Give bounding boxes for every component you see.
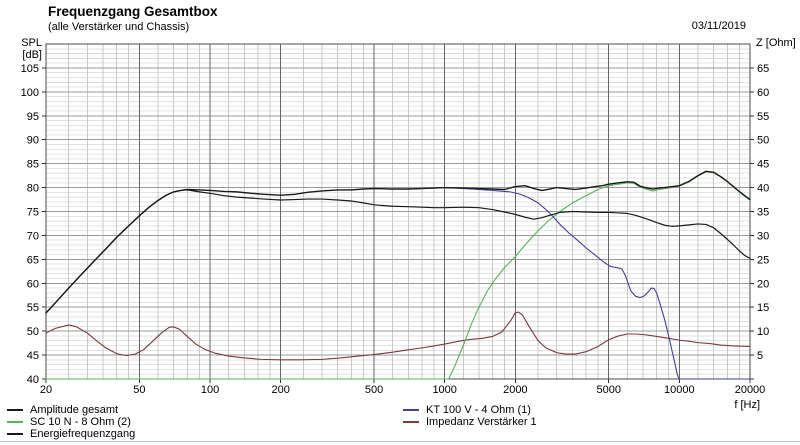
svg-text:5: 5 <box>757 350 763 362</box>
svg-text:20: 20 <box>757 278 769 290</box>
svg-text:40: 40 <box>27 374 39 386</box>
curve-amplitude-gesamt <box>45 170 751 314</box>
svg-text:75: 75 <box>27 207 39 219</box>
svg-text:55: 55 <box>757 111 769 123</box>
svg-text:25: 25 <box>757 254 769 266</box>
svg-text:10000: 10000 <box>664 384 695 396</box>
svg-text:90: 90 <box>27 135 39 147</box>
svg-text:15: 15 <box>757 302 769 314</box>
page-title: Frequenzgang Gesamtbox <box>48 4 218 19</box>
curve-impedanz-verst-rker-1 <box>45 311 751 361</box>
svg-text:30: 30 <box>757 230 769 242</box>
svg-text:5000: 5000 <box>596 384 620 396</box>
legend-item-amplitude-gesamt: Amplitude gesamt <box>7 403 118 416</box>
svg-text:20: 20 <box>40 384 52 396</box>
svg-text:60: 60 <box>27 278 39 290</box>
svg-text:200: 200 <box>271 384 289 396</box>
svg-text:100: 100 <box>21 87 39 99</box>
window-bottom-separator <box>0 441 800 442</box>
svg-text:100: 100 <box>201 384 219 396</box>
legend-label: SC 10 N - 8 Ohm (2) <box>30 415 131 428</box>
svg-text:20000: 20000 <box>735 384 766 396</box>
curve-energiefrequenzgang <box>45 189 751 314</box>
legend-item-sc10n: SC 10 N - 8 Ohm (2) <box>7 415 131 428</box>
legend-item-impedanz: Impedanz Verstärker 1 <box>403 415 537 428</box>
chart-subtitle: (alle Verstärker und Chassis) <box>48 21 190 33</box>
legend-item-kt100v: KT 100 V - 4 Ohm (1) <box>403 403 531 416</box>
legend-swatch-impedanz <box>403 420 419 423</box>
legend-swatch-kt100v <box>403 408 419 411</box>
legend-label: Amplitude gesamt <box>30 403 119 416</box>
svg-text:55: 55 <box>27 302 39 314</box>
legend-swatch-amplitude-gesamt <box>7 408 23 411</box>
svg-text:50: 50 <box>757 135 769 147</box>
svg-text:50: 50 <box>133 384 145 396</box>
svg-text:500: 500 <box>365 384 383 396</box>
x-axis-label: f [Hz] <box>734 399 760 411</box>
legend-item-energiefrequenzgang: Energiefrequenzgang <box>7 427 135 440</box>
svg-text:40: 40 <box>757 183 769 195</box>
svg-text:35: 35 <box>757 207 769 219</box>
svg-text:95: 95 <box>27 111 39 123</box>
legend-label: KT 100 V - 4 Ohm (1) <box>426 403 531 416</box>
svg-text:1000: 1000 <box>432 384 456 396</box>
y-axis-right-label: Z [Ohm] <box>756 37 796 49</box>
svg-text:65: 65 <box>757 63 769 75</box>
legend-swatch-sc10n <box>7 420 23 423</box>
svg-text:2000: 2000 <box>503 384 527 396</box>
svg-text:50: 50 <box>27 326 39 338</box>
svg-text:80: 80 <box>27 183 39 195</box>
legend-label: Impedanz Verstärker 1 <box>426 415 537 428</box>
legend-swatch-energiefrequenzgang <box>7 432 23 435</box>
svg-text:60: 60 <box>757 87 769 99</box>
curve-kt-100-v-4-ohm-1 <box>438 187 751 380</box>
svg-text:65: 65 <box>27 254 39 266</box>
svg-text:105: 105 <box>21 63 39 75</box>
curve-sc-10-n-8-ohm-2 <box>45 171 751 380</box>
svg-text:10: 10 <box>757 326 769 338</box>
svg-text:85: 85 <box>27 159 39 171</box>
y-axis-left-label: SPL [dB] <box>21 37 42 61</box>
svg-text:45: 45 <box>757 159 769 171</box>
legend-label: Energiefrequenzgang <box>30 427 136 440</box>
svg-text:45: 45 <box>27 350 39 362</box>
svg-text:70: 70 <box>27 230 39 242</box>
chart-date: 03/11/2019 <box>691 20 746 32</box>
